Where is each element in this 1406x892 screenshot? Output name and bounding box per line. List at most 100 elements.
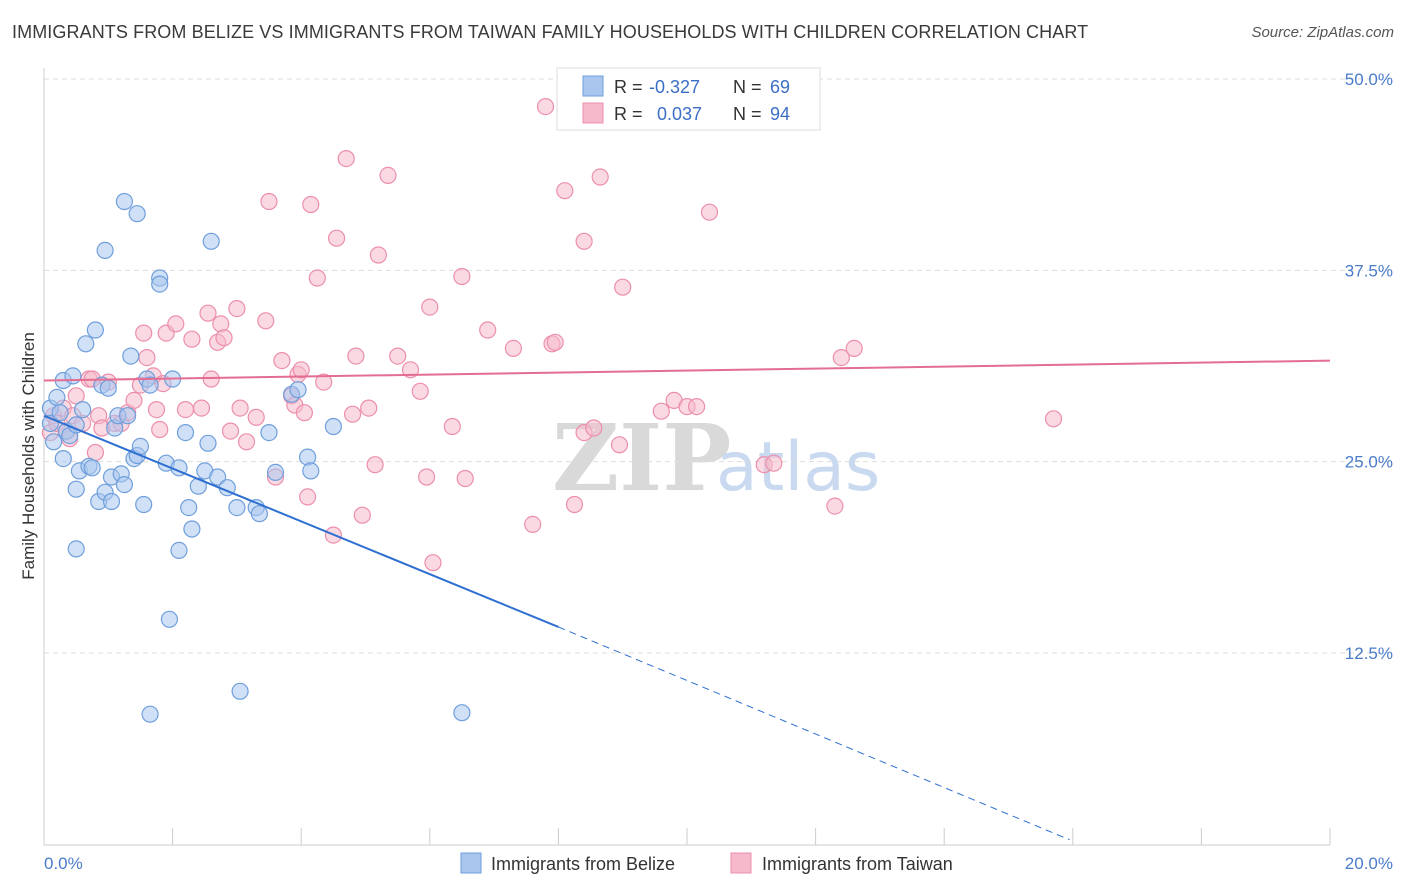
legend-swatch-taiwan bbox=[730, 852, 752, 874]
taiwan-point bbox=[411, 382, 429, 400]
belize-point bbox=[77, 335, 95, 353]
taiwan-point bbox=[273, 352, 291, 370]
belize-trend-line bbox=[43, 414, 559, 628]
taiwan-point bbox=[221, 422, 240, 440]
belize-point bbox=[289, 381, 307, 399]
taiwan-point bbox=[366, 456, 384, 474]
trend-lines-dashed bbox=[558, 626, 1070, 841]
belize-point bbox=[115, 476, 134, 494]
belize-point bbox=[99, 379, 117, 397]
legend-swatch-belize bbox=[460, 852, 482, 874]
taiwan-point bbox=[192, 399, 211, 417]
belize-point bbox=[54, 450, 72, 468]
belize-point bbox=[176, 424, 195, 442]
stats-taiwan-n-label: N = bbox=[733, 104, 762, 124]
taiwan-point bbox=[1044, 410, 1063, 428]
taiwan-point bbox=[845, 339, 863, 357]
taiwan-point bbox=[292, 361, 310, 379]
belize-point bbox=[48, 388, 66, 406]
y-tick-labels: 12.5% 25.0% 37.5% 50.0% bbox=[1345, 70, 1393, 663]
belize-point bbox=[86, 321, 105, 339]
grid-lines bbox=[44, 78, 1393, 654]
belize-point bbox=[170, 541, 188, 560]
taiwan-point bbox=[125, 391, 143, 409]
belize-point bbox=[44, 433, 63, 451]
belize-point bbox=[231, 682, 249, 700]
stats-belize-n-value: 69 bbox=[770, 77, 790, 97]
stats-swatch-taiwan bbox=[582, 102, 604, 124]
taiwan-point bbox=[700, 203, 719, 221]
taiwan-point bbox=[421, 298, 439, 316]
taiwan-point bbox=[167, 315, 185, 333]
taiwan-point bbox=[556, 182, 574, 200]
taiwan-point bbox=[610, 436, 629, 454]
belize-point bbox=[67, 480, 85, 498]
taiwan-point bbox=[135, 324, 153, 342]
belize-point bbox=[302, 462, 320, 480]
stats-taiwan-n-value: 94 bbox=[770, 104, 790, 124]
belize-point bbox=[128, 205, 146, 223]
taiwan-point bbox=[536, 97, 555, 116]
belize-point bbox=[141, 705, 159, 723]
belize-point bbox=[180, 499, 198, 517]
taiwan-point bbox=[215, 329, 233, 347]
taiwan-trend-line bbox=[43, 359, 1331, 382]
taiwan-point bbox=[401, 361, 420, 379]
taiwan-point bbox=[765, 454, 783, 472]
watermark-atlas: atlas bbox=[716, 428, 880, 507]
taiwan-point bbox=[344, 405, 362, 423]
belize-point bbox=[209, 468, 227, 486]
belize-point bbox=[260, 424, 278, 442]
taiwan-point bbox=[299, 488, 317, 506]
taiwan-point bbox=[585, 419, 603, 437]
legend-label-belize: Immigrants from Belize bbox=[491, 854, 675, 874]
belize-point bbox=[122, 347, 140, 365]
taiwan-point bbox=[67, 387, 85, 405]
taiwan-point bbox=[228, 300, 246, 318]
belize-point bbox=[228, 499, 246, 517]
taiwan-point bbox=[687, 398, 706, 416]
taiwan-point bbox=[389, 347, 407, 365]
taiwan-point bbox=[575, 232, 593, 250]
belize-point bbox=[183, 520, 201, 538]
taiwan-point bbox=[546, 333, 564, 351]
taiwan-point bbox=[328, 229, 346, 247]
taiwan-point bbox=[443, 417, 461, 436]
taiwan-point bbox=[295, 404, 313, 422]
taiwan-point bbox=[237, 433, 256, 451]
belize-point bbox=[96, 241, 114, 259]
x-tick-label-max: 20.0% bbox=[1345, 854, 1393, 873]
belize-point bbox=[67, 540, 85, 558]
taiwan-point bbox=[337, 150, 355, 168]
taiwan-point bbox=[315, 373, 333, 391]
belize-point bbox=[118, 407, 137, 425]
belize-point bbox=[73, 401, 92, 419]
stats-swatch-belize bbox=[582, 75, 604, 97]
stats-belize-r-label: R = bbox=[614, 77, 643, 97]
belize-point bbox=[324, 417, 342, 436]
belize-trend-extension bbox=[558, 626, 1070, 841]
series-belize-points bbox=[41, 192, 471, 723]
taiwan-point bbox=[652, 402, 670, 420]
taiwan-point bbox=[565, 495, 584, 514]
y-axis-title: Family Households with Children bbox=[19, 332, 38, 580]
taiwan-point bbox=[247, 408, 265, 426]
taiwan-point bbox=[479, 321, 497, 339]
taiwan-point bbox=[257, 312, 275, 330]
series-legend: Immigrants from Belize Immigrants from T… bbox=[460, 852, 953, 874]
taiwan-point bbox=[524, 515, 542, 534]
taiwan-point bbox=[418, 468, 436, 486]
y-tick-label: 37.5% bbox=[1345, 261, 1393, 280]
taiwan-point bbox=[183, 330, 201, 348]
taiwan-point bbox=[260, 192, 278, 211]
stats-legend: R = -0.327 N = 69 R = 0.037 N = 94 bbox=[556, 67, 821, 131]
stats-taiwan-r-label: R = bbox=[614, 104, 643, 124]
chart-title: IMMIGRANTS FROM BELIZE VS IMMIGRANTS FRO… bbox=[12, 22, 1089, 42]
taiwan-point bbox=[456, 469, 474, 488]
stats-taiwan-r-value: 0.037 bbox=[657, 104, 702, 124]
stats-belize-r-value: -0.327 bbox=[649, 77, 700, 97]
taiwan-point bbox=[353, 506, 371, 524]
taiwan-point bbox=[199, 304, 217, 322]
taiwan-point bbox=[614, 278, 632, 296]
